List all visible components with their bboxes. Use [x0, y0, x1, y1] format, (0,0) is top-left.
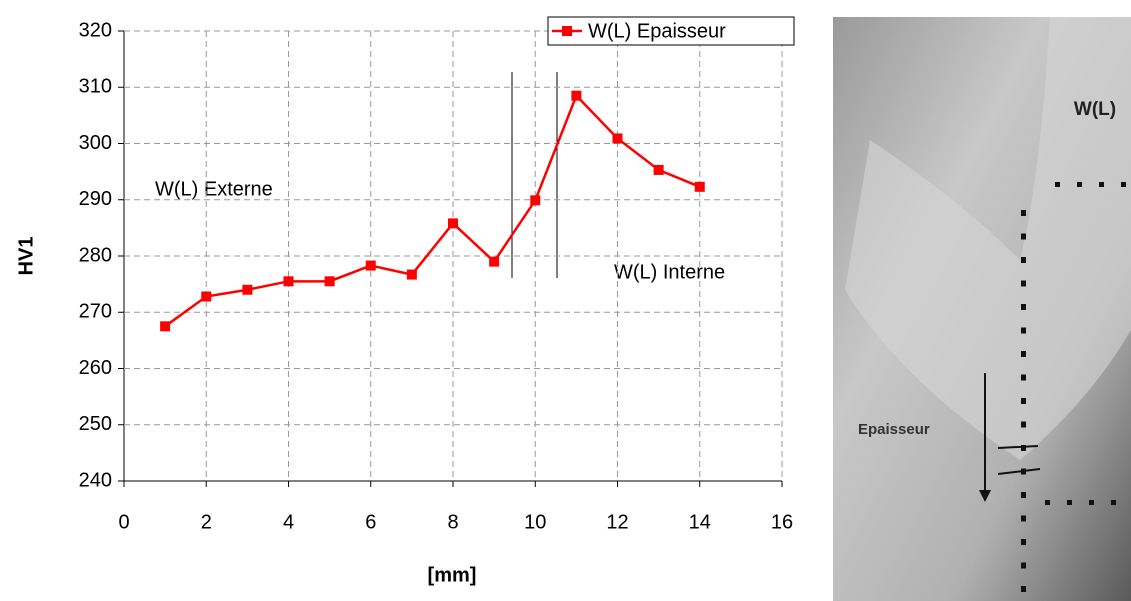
- data-point: [653, 164, 664, 175]
- y-tick-label: 300: [79, 132, 112, 154]
- dot: [1045, 500, 1050, 505]
- dot: [1077, 182, 1082, 187]
- marker-line: [997, 468, 1041, 475]
- data-point: [324, 276, 335, 287]
- y-tick-label: 250: [79, 413, 112, 435]
- dot: [1021, 398, 1026, 404]
- dot: [1021, 257, 1026, 263]
- dot: [1021, 492, 1026, 498]
- x-tick-label: 2: [201, 511, 212, 533]
- dot: [1021, 233, 1026, 240]
- data-point: [448, 218, 458, 229]
- x-tick-label: 0: [118, 511, 129, 533]
- legend-swatch: [562, 26, 572, 36]
- y-tick-label: 260: [79, 357, 112, 379]
- x-axis-title: [mm]: [428, 564, 477, 586]
- data-point: [694, 181, 705, 192]
- annotation: W(L) Externe: [155, 178, 273, 200]
- legend-label: W(L) Epaisseur: [588, 20, 726, 42]
- dot: [1021, 562, 1026, 569]
- data-point: [489, 256, 500, 267]
- dot: [1021, 539, 1026, 545]
- indent-dots: [1021, 182, 1126, 592]
- data-point: [283, 276, 294, 287]
- x-tick-label: 12: [606, 511, 628, 533]
- x-tick-label: 8: [447, 511, 458, 533]
- dot: [1021, 280, 1026, 287]
- data-point: [530, 195, 541, 206]
- dot: [1021, 374, 1026, 381]
- y-tick-label: 320: [79, 19, 112, 41]
- series-line: [164, 93, 701, 328]
- data-point: [571, 90, 582, 101]
- micrograph-title: W(L): [1074, 99, 1116, 120]
- weld-zone: [845, 17, 1131, 460]
- dot: [1021, 421, 1026, 428]
- dot: [1121, 182, 1126, 187]
- dot: [1021, 515, 1026, 522]
- y-axis-title: HV1: [15, 237, 37, 276]
- arrow-label: Epaisseur: [858, 421, 930, 438]
- data-point: [160, 321, 171, 332]
- marker-line: [997, 445, 1039, 449]
- dot: [1055, 182, 1060, 187]
- x-tick-label: 4: [283, 511, 294, 533]
- dot: [1021, 327, 1026, 334]
- dot: [1021, 351, 1026, 357]
- data-point: [612, 133, 623, 144]
- annotation: W(L) Interne: [614, 261, 725, 283]
- x-tick-label: 6: [365, 511, 376, 533]
- y-tick-label: 270: [79, 301, 112, 323]
- x-tick-label: 14: [689, 511, 711, 533]
- data-point: [242, 284, 253, 295]
- dot: [1021, 210, 1026, 216]
- dot: [1021, 468, 1026, 475]
- data-point: [406, 269, 417, 280]
- y-tick-label: 280: [79, 244, 112, 266]
- arrow-head: [979, 490, 991, 502]
- x-tick-label: 10: [524, 511, 546, 533]
- y-tick-label: 290: [79, 188, 112, 210]
- legend: [547, 16, 795, 46]
- y-tick-label: 310: [79, 76, 112, 98]
- dot: [1021, 586, 1026, 592]
- dot: [1111, 500, 1116, 505]
- dot: [1021, 304, 1026, 310]
- dot: [1099, 182, 1104, 187]
- dot: [1021, 445, 1026, 451]
- data-point: [201, 291, 212, 302]
- dot: [1067, 500, 1072, 505]
- dot: [1089, 500, 1094, 505]
- data-point: [365, 260, 376, 271]
- x-tick-label: 16: [771, 511, 793, 533]
- micrograph: W(L) Epaisseur: [833, 17, 1131, 601]
- y-tick-label: 240: [79, 469, 112, 491]
